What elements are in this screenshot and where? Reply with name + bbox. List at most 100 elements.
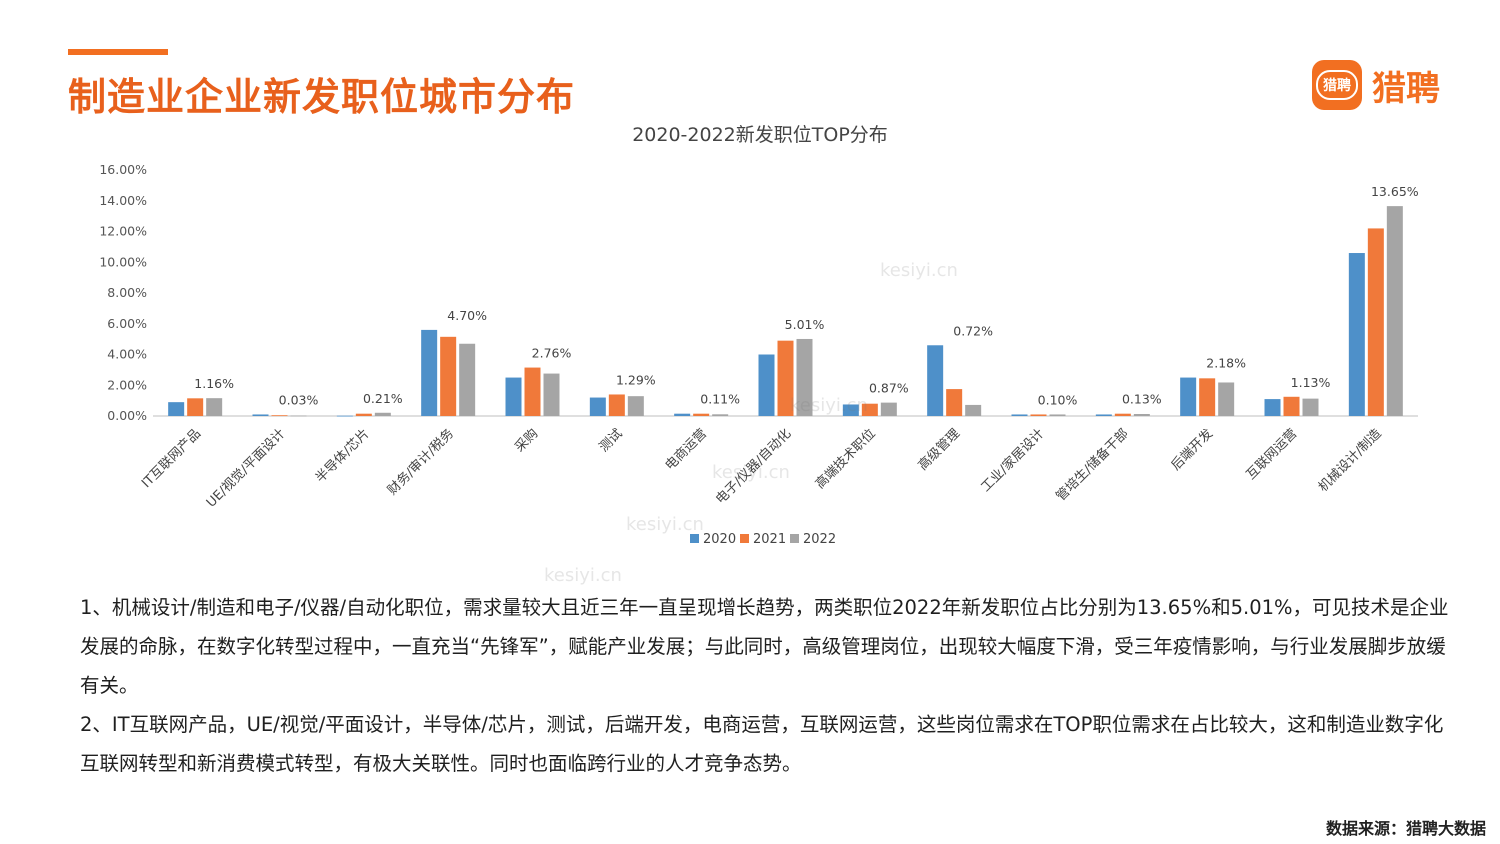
bar-2021 [524,367,541,416]
bar-2021 [946,389,963,416]
data-label: 0.10% [1038,392,1078,407]
data-label: 2.76% [532,346,572,361]
bar-2020 [1180,377,1197,416]
data-label: 0.87% [869,381,909,396]
bar-2022 [1302,398,1319,416]
bar-2021 [187,398,204,416]
note-paragraph-2: 2、IT互联网产品，UE/视觉/平面设计，半导体/芯片，测试，后端开发，电商运营… [80,713,1444,775]
y-tick-label: 12.00% [99,224,147,239]
bar-2021 [355,413,372,416]
y-tick-label: 6.00% [107,316,147,331]
data-label: 1.16% [194,376,234,391]
data-label: 4.70% [447,308,487,323]
bar-2020 [421,329,438,416]
bar-2021 [1114,413,1131,416]
x-tick-label: 互联网运营 [1244,426,1301,483]
legend-swatch [690,534,699,543]
data-label: 0.03% [279,392,319,407]
y-tick-label: 16.00% [99,162,147,177]
bar-2020 [168,402,185,416]
bar-2021 [861,403,878,416]
data-label: 5.01% [785,317,825,332]
bar-2022 [965,404,982,416]
x-tick-label: 工业/家居设计 [978,426,1048,496]
legend: 2020 2021 2022 [690,532,836,547]
data-source: 数据来源：猎聘大数据 [1325,819,1486,838]
bar-2020 [842,404,859,416]
data-label: 0.72% [953,323,993,338]
bar-2022 [459,343,476,416]
watermark: kesiyi.cn [544,565,622,586]
bar-2022 [206,398,223,416]
data-label: 0.11% [700,392,740,407]
bar-2022 [880,402,897,416]
bar-2021 [440,336,457,416]
bar-2022 [627,396,644,416]
bar-2020 [252,414,269,416]
bars [168,206,1403,417]
bar-2020 [336,415,353,417]
x-tick-label: 测试 [597,426,626,455]
x-tick-label: 半导体/芯片 [313,426,373,486]
bar-2020 [1348,253,1365,416]
bar-2022 [796,338,813,416]
liepin-logo: 猎聘 猎聘 [1312,60,1440,110]
bar-2021 [777,340,794,416]
data-label: 1.29% [616,372,656,387]
logo-text: 猎聘 [1372,68,1440,109]
y-tick-label: 2.00% [107,377,147,392]
bar-2020 [589,397,606,416]
x-tick-label: 财务/审计/税务 [384,426,457,499]
logo-badge-text: 猎聘 [1316,70,1358,100]
x-tick-label: 电子/仪器/自动化 [713,426,794,507]
y-tick-label: 14.00% [99,193,147,208]
watermark-text: kesiyi.cn [544,565,622,586]
x-tick-label: 高级管理 [915,426,963,474]
bar-2022 [1133,414,1150,416]
bar-2022 [1386,206,1403,416]
bar-2020 [674,413,691,416]
bar-2020 [927,345,944,416]
legend-label: 2022 [803,532,836,547]
bar-2021 [608,394,625,416]
note-paragraph-1: 1、机械设计/制造和电子/仪器/自动化职位，需求量较大且近三年一直呈现增长趋势，… [80,596,1449,697]
data-label: 13.65% [1371,184,1419,199]
bar-2022 [1049,414,1066,416]
y-tick-label: 10.00% [99,254,147,269]
legend-swatch [740,534,749,543]
bar-2020 [1095,414,1112,416]
bar-2020 [505,377,522,416]
x-axis-labels: IT互联网产品 UE/视觉/平面设计 半导体/芯片 财务/审计/税务 采购 测试 电商运营电… [139,426,1385,511]
data-labels: 1.16% 0.03% 0.21% 4.70% 2.76% 1.29% 0.11% 5.01%… [194,184,1418,407]
chart-title: 2020-2022新发职位TOP分布 [632,124,888,146]
y-tick-label: 4.00% [107,347,147,362]
x-tick-label: 电商运营 [663,426,710,473]
data-label: 1.13% [1291,375,1331,390]
legend-label: 2021 [753,532,786,547]
bar-2020 [758,354,775,416]
bar-2022 [374,412,391,416]
data-label: 2.18% [1206,356,1246,371]
x-tick-label: 机械设计/制造 [1316,426,1385,495]
y-tick-label: 8.00% [107,285,147,300]
bar-2021 [1367,228,1384,416]
bar-2020 [1264,399,1281,416]
logo-badge: 猎聘 [1312,60,1362,110]
x-tick-label: 后端开发 [1168,426,1216,474]
data-label: 0.13% [1122,392,1162,407]
page-title: 制造业企业新发职位城市分布 [68,74,576,119]
bar-2022 [1218,382,1235,416]
bar-2021 [1199,378,1216,416]
bar-2022 [712,414,729,416]
bar-2021 [693,413,710,416]
bar-2021 [271,415,288,417]
bar-2021 [1030,414,1047,416]
bar-2022 [290,415,307,417]
x-tick-label: 采购 [512,426,542,456]
y-tick-label: 0.00% [107,408,147,423]
bar-2021 [1283,396,1300,416]
data-label: 0.21% [363,391,403,406]
analysis-notes: 1、机械设计/制造和电子/仪器/自动化职位，需求量较大且近三年一直呈现增长趋势，… [80,588,1460,783]
title-accent-bar [68,49,168,55]
legend-swatch [790,534,799,543]
